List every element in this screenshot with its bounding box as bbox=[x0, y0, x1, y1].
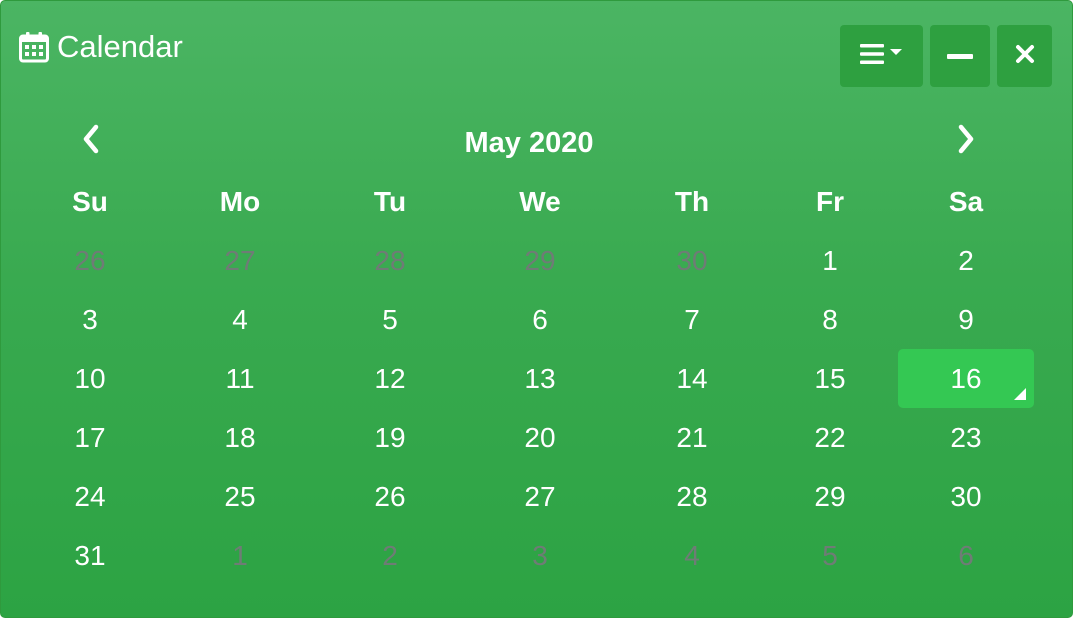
day-cell[interactable]: 15 bbox=[814, 362, 846, 394]
day-cell[interactable]: 25 bbox=[224, 480, 256, 512]
day-cell[interactable]: 6 bbox=[532, 303, 548, 335]
day-cell[interactable]: 27 bbox=[224, 244, 256, 276]
day-cell[interactable]: 22 bbox=[814, 421, 846, 453]
day-cell[interactable]: 12 bbox=[374, 362, 406, 394]
day-cell[interactable]: 20 bbox=[524, 421, 556, 453]
day-cell[interactable]: 1 bbox=[822, 244, 838, 276]
month-year-label[interactable]: May 2020 bbox=[464, 127, 594, 159]
prev-month-button[interactable] bbox=[76, 121, 106, 161]
bars-caret-icon bbox=[858, 42, 906, 71]
day-cell[interactable]: 7 bbox=[684, 303, 700, 335]
day-cell[interactable]: 23 bbox=[950, 421, 982, 453]
day-cell[interactable]: 11 bbox=[225, 362, 255, 394]
day-cell[interactable]: 3 bbox=[532, 539, 548, 571]
day-cell[interactable]: 26 bbox=[374, 480, 406, 512]
day-cell[interactable]: 3 bbox=[82, 303, 98, 335]
weekday-label: Fr bbox=[816, 185, 844, 217]
day-cell[interactable]: 18 bbox=[224, 421, 256, 453]
close-button[interactable] bbox=[997, 25, 1052, 87]
day-cell[interactable]: 5 bbox=[822, 539, 838, 571]
day-cell[interactable]: 26 bbox=[74, 244, 106, 276]
weekday-label: Sa bbox=[948, 185, 984, 217]
day-cell[interactable]: 28 bbox=[374, 244, 406, 276]
day-cell[interactable]: 2 bbox=[382, 539, 398, 571]
day-cell[interactable]: 8 bbox=[822, 303, 838, 335]
chevron-left-icon bbox=[81, 124, 101, 159]
weekday-label: Mo bbox=[219, 185, 261, 217]
day-cell[interactable]: 13 bbox=[524, 362, 556, 394]
day-cell[interactable]: 14 bbox=[676, 362, 708, 394]
day-cell[interactable]: 30 bbox=[676, 244, 708, 276]
day-cell[interactable]: 17 bbox=[74, 421, 106, 453]
selected-day-cell[interactable]: 16 bbox=[898, 349, 1034, 408]
day-cell[interactable]: 29 bbox=[814, 480, 846, 512]
weekday-label: We bbox=[519, 185, 561, 217]
day-cell[interactable]: 24 bbox=[74, 480, 106, 512]
calendar-icon bbox=[19, 31, 49, 63]
day-cell[interactable]: 21 bbox=[676, 421, 708, 453]
day-cell[interactable]: 28 bbox=[676, 480, 708, 512]
day-cell[interactable]: 19 bbox=[374, 421, 406, 453]
day-cell[interactable]: 2 bbox=[958, 244, 974, 276]
next-month-button[interactable] bbox=[951, 121, 981, 161]
day-cell[interactable]: 4 bbox=[684, 539, 700, 571]
widget-tools bbox=[840, 25, 1052, 87]
day-cell[interactable]: 9 bbox=[958, 303, 974, 335]
minus-icon bbox=[947, 47, 973, 65]
calendar-title: Calendar bbox=[19, 27, 183, 67]
day-cell[interactable]: 30 bbox=[950, 480, 982, 512]
minimize-button[interactable] bbox=[930, 25, 990, 87]
day-cell[interactable]: 6 bbox=[958, 539, 974, 571]
day-cell[interactable]: 10 bbox=[74, 362, 106, 394]
menu-dropdown-button[interactable] bbox=[840, 25, 923, 87]
day-cell[interactable]: 1 bbox=[232, 539, 248, 571]
day-cell[interactable]: 5 bbox=[382, 303, 398, 335]
weekday-label: Su bbox=[72, 185, 108, 217]
day-cell[interactable]: 4 bbox=[232, 303, 248, 335]
day-cell[interactable]: 29 bbox=[524, 244, 556, 276]
close-icon bbox=[1015, 44, 1035, 69]
weekday-label: Th bbox=[674, 185, 710, 217]
calendar-title-text: Calendar bbox=[57, 29, 183, 64]
weekday-label: Tu bbox=[373, 185, 407, 217]
chevron-right-icon bbox=[956, 124, 976, 159]
day-cell[interactable]: 27 bbox=[524, 480, 556, 512]
day-cell[interactable]: 31 bbox=[74, 539, 106, 571]
